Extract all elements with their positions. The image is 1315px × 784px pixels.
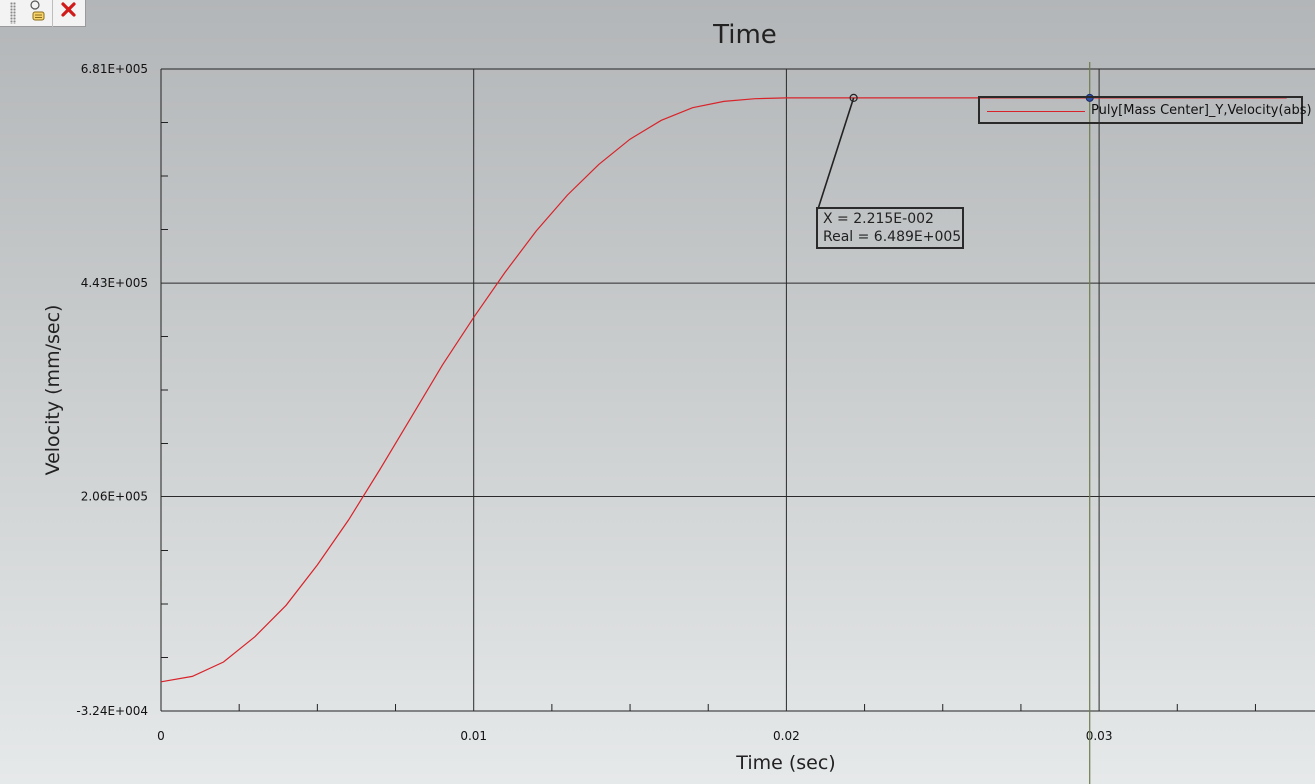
x-tick-label: 0.01 [460,729,487,743]
x-axis-label: Time (sec) [736,752,836,774]
annotation-point [849,93,858,102]
x-tick-label: 0.03 [1086,729,1113,743]
x-tick-label: 0 [157,729,165,743]
legend-entry: Puly[Mass Center]_Y,Velocity(abs) [1091,103,1312,118]
x-tick-label: 0.02 [773,729,800,743]
plot-toolbar [0,0,86,27]
series-line [160,97,1287,683]
point-annotation[interactable]: X = 2.215E-002 Real = 6.489E+005 [816,207,964,249]
y-tick-label: 4.43E+005 [81,276,148,290]
close-button[interactable] [52,0,84,27]
y-axis-label: Velocity (mm/sec) [42,304,64,476]
annotation-real-value: Real = 6.489E+005 [823,229,962,245]
legend-swatch [987,111,1085,112]
chart-legend[interactable]: Puly[Mass Center]_Y,Velocity(abs) [978,96,1312,124]
y-tick-label: 6.81E+005 [81,62,148,76]
chart-title: Time [713,20,777,50]
annotation-leader [817,97,855,210]
y-tick-label: -3.24E+004 [76,704,148,718]
toolbar-grip[interactable] [10,2,16,24]
annotation-x-value: X = 2.215E-002 [823,211,934,227]
marker-tool-button[interactable] [20,0,52,27]
marker-tool-icon [30,0,45,21]
close-icon [61,2,76,17]
y-tick-label: 2.06E+005 [81,489,148,503]
